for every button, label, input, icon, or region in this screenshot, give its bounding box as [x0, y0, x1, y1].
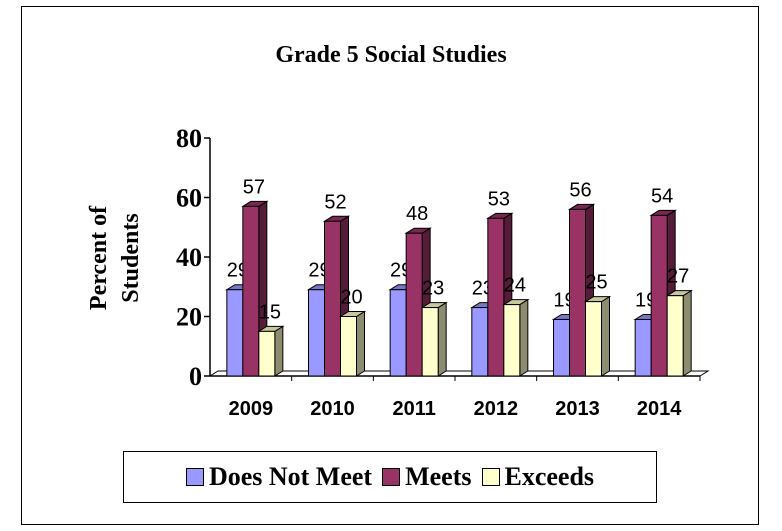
y-tick-label: 40	[176, 243, 202, 272]
bar-exceeds-2010	[340, 316, 357, 377]
bar-meets-2013	[569, 208, 586, 377]
x-tick-label: 2011	[392, 398, 435, 420]
data-label-meets-2011: 48	[406, 203, 428, 225]
data-label-exceeds-2013: 25	[585, 272, 607, 294]
y-tick-label: 0	[189, 362, 202, 391]
bar-meets-2011	[405, 232, 423, 377]
legend-label-exceeds: Exceeds	[504, 462, 595, 491]
x-tick-label: 2013	[555, 398, 600, 420]
bar-exceeds-2014	[666, 295, 684, 377]
bar-meets-2014	[650, 214, 668, 377]
data-label-exceeds-2010: 20	[340, 287, 362, 309]
bar-meets-2010	[324, 220, 341, 377]
bar-exceeds-2009-side	[274, 325, 284, 377]
legend-item-exceeds: Exceeds	[481, 462, 595, 492]
legend-swatch-meets	[382, 468, 401, 486]
chart-title: Grade 5 Social Studies	[275, 42, 507, 68]
data-label-meets-2014: 54	[651, 185, 673, 207]
y-tick-label: 60	[176, 184, 202, 213]
legend-label-meets: Meets	[405, 462, 472, 491]
bar-does-not-meet-2014	[634, 318, 652, 377]
x-tick-label: 2009	[229, 398, 274, 420]
data-label-exceeds-2014: 27	[667, 266, 689, 288]
bar-meets-2012	[487, 217, 505, 377]
legend: Does Not Meet Meets Exceeds	[123, 451, 657, 503]
bar-does-not-meet-2012	[471, 307, 489, 377]
bar-exceeds-2012	[503, 304, 521, 377]
data-label-meets-2013: 56	[569, 179, 591, 201]
bar-does-not-meet-2011	[389, 289, 407, 377]
data-label-meets-2012: 53	[488, 188, 510, 210]
legend-label-does-not-meet: Does Not Meet	[208, 462, 373, 491]
legend-swatch-exceeds	[481, 468, 500, 486]
y-tick-label: 80	[176, 124, 202, 153]
bar-exceeds-2013	[585, 301, 602, 377]
bar-does-not-meet-2010	[308, 289, 325, 377]
x-tick-label: 2010	[310, 398, 355, 420]
bar-exceeds-2011	[421, 307, 439, 377]
bar-meets-2009	[242, 205, 260, 377]
bar-does-not-meet-2009	[226, 289, 244, 377]
legend-item-meets: Meets	[382, 462, 472, 492]
bar-does-not-meet-2013	[553, 318, 570, 377]
legend-swatch-does-not-meet	[185, 468, 204, 486]
y-tick-label: 20	[176, 303, 202, 332]
data-label-meets-2009: 57	[243, 176, 265, 198]
bar-exceeds-2009	[258, 330, 276, 377]
x-tick-label: 2012	[474, 398, 519, 420]
bar-exceeds-2011-side	[437, 301, 447, 377]
data-label-meets-2010: 52	[324, 191, 346, 213]
data-label-exceeds-2012: 24	[504, 275, 526, 297]
chart-frame	[21, 6, 759, 525]
bar-exceeds-2012-side	[519, 298, 529, 377]
legend-item-does-not-meet: Does Not Meet	[185, 462, 373, 492]
x-tick-label: 2014	[637, 398, 682, 420]
bar-exceeds-2013-side	[601, 295, 610, 377]
bar-exceeds-2010-side	[356, 310, 365, 377]
data-label-exceeds-2009: 15	[259, 301, 281, 323]
bar-exceeds-2014-side	[682, 289, 692, 377]
data-label-exceeds-2011: 23	[422, 278, 444, 300]
